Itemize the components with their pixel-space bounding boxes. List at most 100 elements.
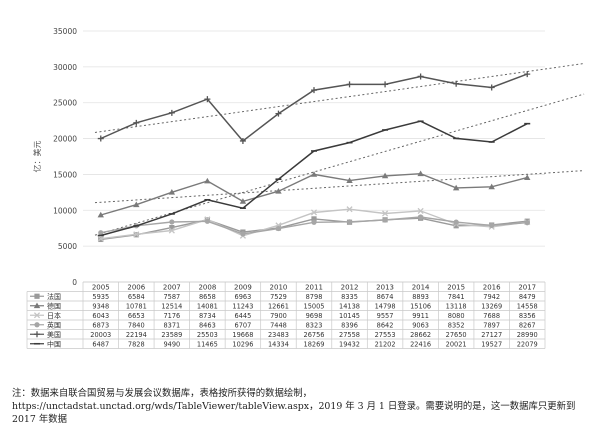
data-point-美国 xyxy=(417,73,424,80)
data-label: 20003 xyxy=(90,331,111,339)
y-tick-label: 5000 xyxy=(58,242,77,251)
trendline-美国 xyxy=(94,62,585,133)
data-point-美国 xyxy=(524,71,531,78)
data-label: 8352 xyxy=(448,321,465,329)
x-tick-label: 2007 xyxy=(163,283,181,291)
y-tick-label: 10000 xyxy=(53,206,77,215)
data-point-日本 xyxy=(133,231,140,238)
data-label: 8479 xyxy=(519,293,536,301)
data-point-美国 xyxy=(204,96,211,103)
data-point-英国 xyxy=(98,230,104,236)
data-point-德国 xyxy=(381,172,389,179)
data-label: 7176 xyxy=(163,312,180,320)
data-point-美国 xyxy=(239,137,246,144)
data-label: 14081 xyxy=(197,302,218,310)
data-point-英国 xyxy=(418,214,424,220)
data-label: 8893 xyxy=(412,293,429,301)
data-point-美国 xyxy=(453,80,460,87)
x-tick-label: 2006 xyxy=(127,283,145,291)
data-label: 10145 xyxy=(339,312,360,320)
data-label: 13269 xyxy=(481,302,502,310)
data-point-法国 xyxy=(311,216,317,222)
data-label: 7448 xyxy=(270,321,287,329)
y-tick-label: 35000 xyxy=(53,27,77,36)
data-label: 22194 xyxy=(126,331,147,339)
data-label: 8463 xyxy=(199,321,216,329)
data-label: 6873 xyxy=(92,321,109,329)
data-label: 8356 xyxy=(519,312,536,320)
data-point-日本 xyxy=(97,235,104,242)
data-point-德国 xyxy=(452,184,460,191)
data-label: 18269 xyxy=(304,340,325,348)
data-label: 8642 xyxy=(377,321,394,329)
data-label: 8396 xyxy=(341,321,358,329)
data-label: 6653 xyxy=(128,312,145,320)
data-label: 8267 xyxy=(519,321,536,329)
data-label: 15106 xyxy=(410,302,431,310)
data-label: 11243 xyxy=(232,302,253,310)
data-label: 12514 xyxy=(161,302,182,310)
data-point-德国 xyxy=(346,177,353,184)
y-tick-label: 20000 xyxy=(53,135,77,144)
data-label: 27558 xyxy=(339,331,360,339)
x-tick-label: 2014 xyxy=(412,283,430,291)
data-point-法国 xyxy=(453,223,459,229)
data-point-德国 xyxy=(524,174,531,180)
x-tick-label: 2011 xyxy=(305,283,323,291)
data-label: 5935 xyxy=(92,293,109,301)
data-label: 21202 xyxy=(375,340,396,348)
legend-label: 日本 xyxy=(47,311,61,320)
data-label: 28662 xyxy=(410,331,431,339)
legend-label: 法国 xyxy=(47,292,61,301)
data-point-日本 xyxy=(417,207,424,214)
y-tick-label: 0 xyxy=(72,278,77,287)
legend-label: 德国 xyxy=(47,301,61,310)
data-point-日本 xyxy=(310,209,318,216)
data-label: 10781 xyxy=(126,302,147,310)
data-label: 12661 xyxy=(268,302,289,310)
data-point-美国 xyxy=(346,81,353,88)
data-label: 27127 xyxy=(481,331,502,339)
data-label: 6043 xyxy=(92,312,109,320)
data-point-德国 xyxy=(310,171,318,177)
x-tick-label: 2017 xyxy=(518,283,536,291)
data-point-英国 xyxy=(346,219,353,225)
data-point-美国 xyxy=(488,84,495,91)
data-point-英国 xyxy=(275,225,282,232)
data-point-英国 xyxy=(489,222,495,228)
data-label: 7897 xyxy=(483,321,500,329)
data-point-法国 xyxy=(169,224,175,231)
data-label: 28990 xyxy=(517,331,538,339)
data-label: 6963 xyxy=(235,293,252,301)
data-label: 6584 xyxy=(128,293,145,301)
data-label: 22079 xyxy=(517,340,538,348)
data-point-英国 xyxy=(382,217,388,223)
trendline-中国 xyxy=(94,93,585,236)
data-point-德国 xyxy=(168,189,176,195)
data-point-德国 xyxy=(97,211,104,218)
data-label: 8798 xyxy=(306,293,323,301)
data-label: 7841 xyxy=(448,293,465,301)
data-label: 20021 xyxy=(446,340,467,348)
x-tick-label: 2009 xyxy=(234,283,252,291)
data-point-美国 xyxy=(275,110,282,117)
x-tick-label: 2005 xyxy=(92,283,110,291)
data-label: 9557 xyxy=(377,312,394,320)
data-point-德国 xyxy=(133,201,140,208)
data-label: 7529 xyxy=(270,293,287,301)
data-label: 15005 xyxy=(304,302,325,310)
trendline-德国 xyxy=(94,170,585,204)
series-line-德国 xyxy=(100,172,528,216)
data-label: 19668 xyxy=(232,331,253,339)
data-label: 8658 xyxy=(199,293,216,301)
line-chart: 0 5000 10000 15000 20000 25000 30000 35000 亿：美元 2… xyxy=(26,27,585,349)
data-label: 14138 xyxy=(339,302,360,310)
y-tick-label: 25000 xyxy=(53,99,77,108)
data-point-英国 xyxy=(240,231,246,237)
data-label: 14798 xyxy=(375,302,396,310)
legend-label: 英国 xyxy=(47,320,61,329)
data-point-德国 xyxy=(239,198,247,204)
data-label: 19527 xyxy=(481,340,502,348)
data-label: 8371 xyxy=(163,321,180,329)
data-label: 7900 xyxy=(270,312,287,320)
